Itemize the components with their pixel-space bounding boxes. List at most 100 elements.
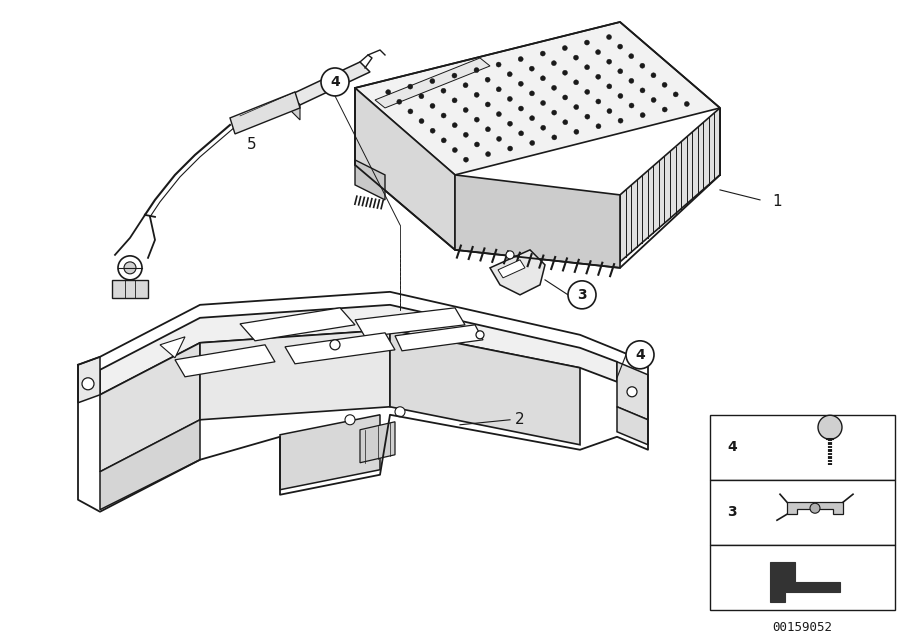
Circle shape <box>474 142 480 147</box>
Polygon shape <box>355 22 720 175</box>
Polygon shape <box>395 325 483 351</box>
Circle shape <box>518 131 524 136</box>
Circle shape <box>552 85 556 90</box>
Circle shape <box>607 59 612 64</box>
Text: 4: 4 <box>330 75 340 89</box>
Circle shape <box>585 114 590 119</box>
Text: 4: 4 <box>635 348 645 362</box>
Circle shape <box>464 157 469 162</box>
Circle shape <box>397 99 401 104</box>
Polygon shape <box>175 345 275 377</box>
Circle shape <box>430 79 435 83</box>
Text: 00159052: 00159052 <box>772 621 832 634</box>
Polygon shape <box>617 362 648 420</box>
Circle shape <box>441 138 446 143</box>
Circle shape <box>640 63 645 68</box>
Circle shape <box>419 118 424 123</box>
Circle shape <box>508 72 512 77</box>
Circle shape <box>430 128 435 133</box>
Circle shape <box>629 78 634 83</box>
Circle shape <box>540 51 545 56</box>
Polygon shape <box>290 62 370 105</box>
Circle shape <box>518 81 523 86</box>
Polygon shape <box>620 108 720 262</box>
Bar <box>710 415 895 480</box>
Circle shape <box>584 40 590 45</box>
Polygon shape <box>230 92 300 134</box>
Circle shape <box>562 46 567 50</box>
Circle shape <box>464 107 468 113</box>
Text: 5: 5 <box>248 137 256 153</box>
Circle shape <box>474 117 480 122</box>
Circle shape <box>82 378 94 390</box>
Polygon shape <box>100 343 200 472</box>
Circle shape <box>562 95 568 100</box>
Circle shape <box>618 93 623 99</box>
Circle shape <box>651 73 656 78</box>
Polygon shape <box>280 415 380 490</box>
Polygon shape <box>200 330 390 420</box>
Circle shape <box>540 76 545 81</box>
Circle shape <box>607 109 612 114</box>
Text: 2: 2 <box>515 412 525 427</box>
Circle shape <box>673 92 679 97</box>
Polygon shape <box>355 308 465 337</box>
Circle shape <box>552 135 557 140</box>
Circle shape <box>485 127 490 132</box>
Polygon shape <box>112 280 148 298</box>
Circle shape <box>596 74 600 80</box>
Circle shape <box>552 60 556 66</box>
Circle shape <box>518 106 524 111</box>
Circle shape <box>607 34 611 39</box>
Circle shape <box>441 88 446 93</box>
Circle shape <box>574 104 579 109</box>
Circle shape <box>395 407 405 417</box>
Polygon shape <box>770 562 840 602</box>
Circle shape <box>818 415 842 439</box>
Circle shape <box>464 83 468 88</box>
Circle shape <box>810 503 820 513</box>
Circle shape <box>662 107 667 112</box>
Polygon shape <box>375 58 490 108</box>
Circle shape <box>568 281 596 309</box>
Circle shape <box>617 44 623 49</box>
Circle shape <box>662 82 667 87</box>
Polygon shape <box>160 337 185 358</box>
Polygon shape <box>355 88 455 250</box>
Circle shape <box>452 73 457 78</box>
Polygon shape <box>787 502 843 515</box>
Circle shape <box>627 387 637 397</box>
Circle shape <box>345 415 355 425</box>
Circle shape <box>496 87 501 92</box>
Polygon shape <box>100 305 617 395</box>
Circle shape <box>506 251 514 259</box>
Polygon shape <box>285 333 395 364</box>
Circle shape <box>541 125 545 130</box>
Circle shape <box>530 141 535 146</box>
Circle shape <box>618 118 623 123</box>
Circle shape <box>485 102 490 107</box>
Circle shape <box>486 151 491 156</box>
Circle shape <box>118 256 142 280</box>
Text: 3: 3 <box>727 505 737 519</box>
Circle shape <box>496 62 501 67</box>
Circle shape <box>541 100 545 106</box>
Circle shape <box>573 55 579 60</box>
Circle shape <box>562 70 568 75</box>
Circle shape <box>508 121 512 126</box>
Circle shape <box>585 90 590 94</box>
Circle shape <box>321 68 349 96</box>
Circle shape <box>607 84 612 89</box>
Circle shape <box>474 92 479 97</box>
Polygon shape <box>360 422 395 463</box>
Text: 3: 3 <box>577 288 587 302</box>
Polygon shape <box>78 357 100 403</box>
Circle shape <box>441 113 446 118</box>
Circle shape <box>529 66 535 71</box>
Circle shape <box>476 331 484 339</box>
Circle shape <box>573 80 579 85</box>
Circle shape <box>430 104 435 108</box>
Circle shape <box>464 132 468 137</box>
Circle shape <box>330 340 340 350</box>
Circle shape <box>508 146 513 151</box>
